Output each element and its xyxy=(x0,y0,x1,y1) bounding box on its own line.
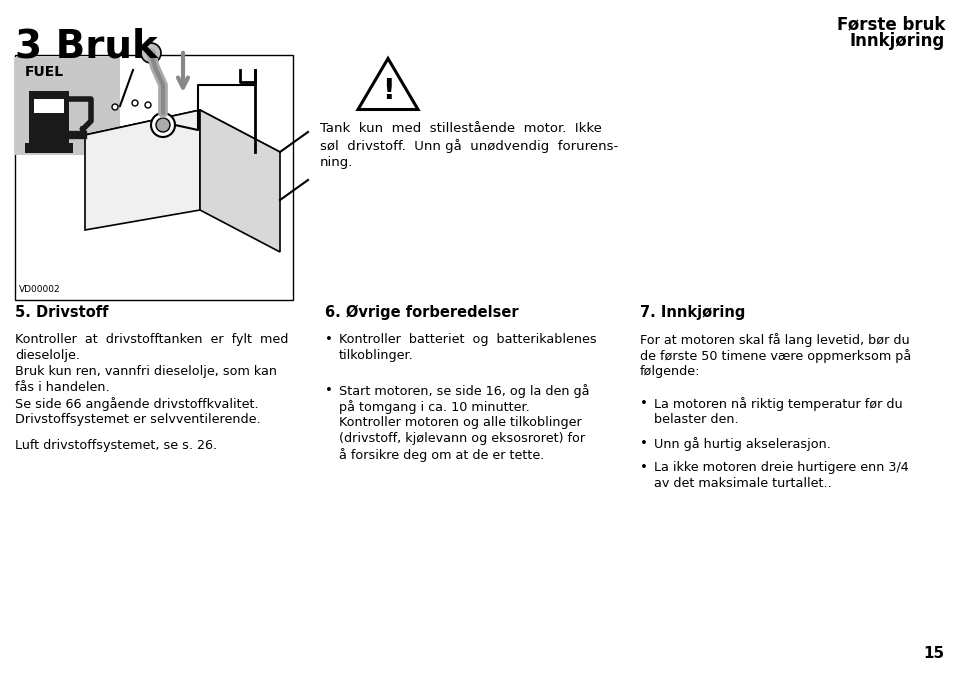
Bar xyxy=(34,99,64,113)
Circle shape xyxy=(132,100,138,106)
Text: La motoren nå riktig temperatur før du: La motoren nå riktig temperatur før du xyxy=(654,397,902,411)
Text: FUEL: FUEL xyxy=(25,65,64,79)
Bar xyxy=(29,91,69,143)
Circle shape xyxy=(151,113,175,137)
Text: 15: 15 xyxy=(923,646,944,661)
Text: 5. Drivstoff: 5. Drivstoff xyxy=(15,305,108,320)
Text: La ikke motoren dreie hurtigere enn 3/4: La ikke motoren dreie hurtigere enn 3/4 xyxy=(654,461,909,474)
Text: Start motoren, se side 16, og la den gå: Start motoren, se side 16, og la den gå xyxy=(339,384,589,398)
Circle shape xyxy=(141,43,161,63)
Text: VD00002: VD00002 xyxy=(19,285,60,294)
Text: Kontroller  batteriet  og  batterikablenes: Kontroller batteriet og batterikablenes xyxy=(339,333,596,346)
Bar xyxy=(15,55,293,300)
Text: •: • xyxy=(640,461,648,474)
Text: tilkoblinger.: tilkoblinger. xyxy=(339,349,414,362)
Text: de første 50 timene være oppmerksom på: de første 50 timene være oppmerksom på xyxy=(640,349,911,363)
Text: søl  drivstoff.  Unn gå  unødvendig  forurens-: søl drivstoff. Unn gå unødvendig foruren… xyxy=(320,139,618,153)
Text: fås i handelen.: fås i handelen. xyxy=(15,381,109,394)
Text: For at motoren skal få lang levetid, bør du: For at motoren skal få lang levetid, bør… xyxy=(640,333,910,347)
Text: 6. Øvrige forberedelser: 6. Øvrige forberedelser xyxy=(325,305,518,321)
Text: Bruk kun ren, vannfri dieselolje, som kan: Bruk kun ren, vannfri dieselolje, som ka… xyxy=(15,365,277,378)
Text: av det maksimale turtallet..: av det maksimale turtallet.. xyxy=(654,477,831,490)
Circle shape xyxy=(156,118,170,132)
Text: 7. Innkjøring: 7. Innkjøring xyxy=(640,305,745,320)
Text: Se side 66 angående drivstoffkvalitet.: Se side 66 angående drivstoffkvalitet. xyxy=(15,397,258,411)
Text: belaster den.: belaster den. xyxy=(654,413,738,426)
Text: •: • xyxy=(640,437,648,450)
Text: (drivstoff, kjølevann og eksosroret) for: (drivstoff, kjølevann og eksosroret) for xyxy=(339,432,586,446)
Text: !: ! xyxy=(382,77,395,105)
Bar xyxy=(25,143,73,153)
Text: Kontroller  at  drivstofftanken  er  fylt  med: Kontroller at drivstofftanken er fylt me… xyxy=(15,333,288,346)
Polygon shape xyxy=(358,59,418,109)
Text: Kontroller motoren og alle tilkoblinger: Kontroller motoren og alle tilkoblinger xyxy=(339,416,582,429)
Polygon shape xyxy=(200,110,280,252)
Text: følgende:: følgende: xyxy=(640,365,701,378)
Text: på tomgang i ca. 10 minutter.: på tomgang i ca. 10 minutter. xyxy=(339,400,530,414)
Text: 3 Bruk: 3 Bruk xyxy=(15,27,157,65)
Polygon shape xyxy=(85,110,200,230)
Text: •: • xyxy=(640,397,648,410)
Circle shape xyxy=(112,104,118,110)
Text: dieselolje.: dieselolje. xyxy=(15,349,80,362)
Text: ning.: ning. xyxy=(320,156,353,169)
Text: Unn gå hurtig akselerasjon.: Unn gå hurtig akselerasjon. xyxy=(654,437,830,451)
Polygon shape xyxy=(85,110,280,177)
Text: •: • xyxy=(325,384,333,397)
Text: •: • xyxy=(325,333,333,346)
Text: Drivstoffsystemet er selvventilerende.: Drivstoffsystemet er selvventilerende. xyxy=(15,413,260,426)
Text: Luft drivstoffsystemet, se s. 26.: Luft drivstoffsystemet, se s. 26. xyxy=(15,439,217,452)
Circle shape xyxy=(145,102,151,108)
Text: å forsikre deg om at de er tette.: å forsikre deg om at de er tette. xyxy=(339,448,544,462)
Text: Tank  kun  med  stillestående  motor.  Ikke: Tank kun med stillestående motor. Ikke xyxy=(320,122,602,135)
Bar xyxy=(15,57,120,155)
Text: Første bruk: Første bruk xyxy=(836,15,945,33)
Text: Innkjøring: Innkjøring xyxy=(850,32,945,50)
